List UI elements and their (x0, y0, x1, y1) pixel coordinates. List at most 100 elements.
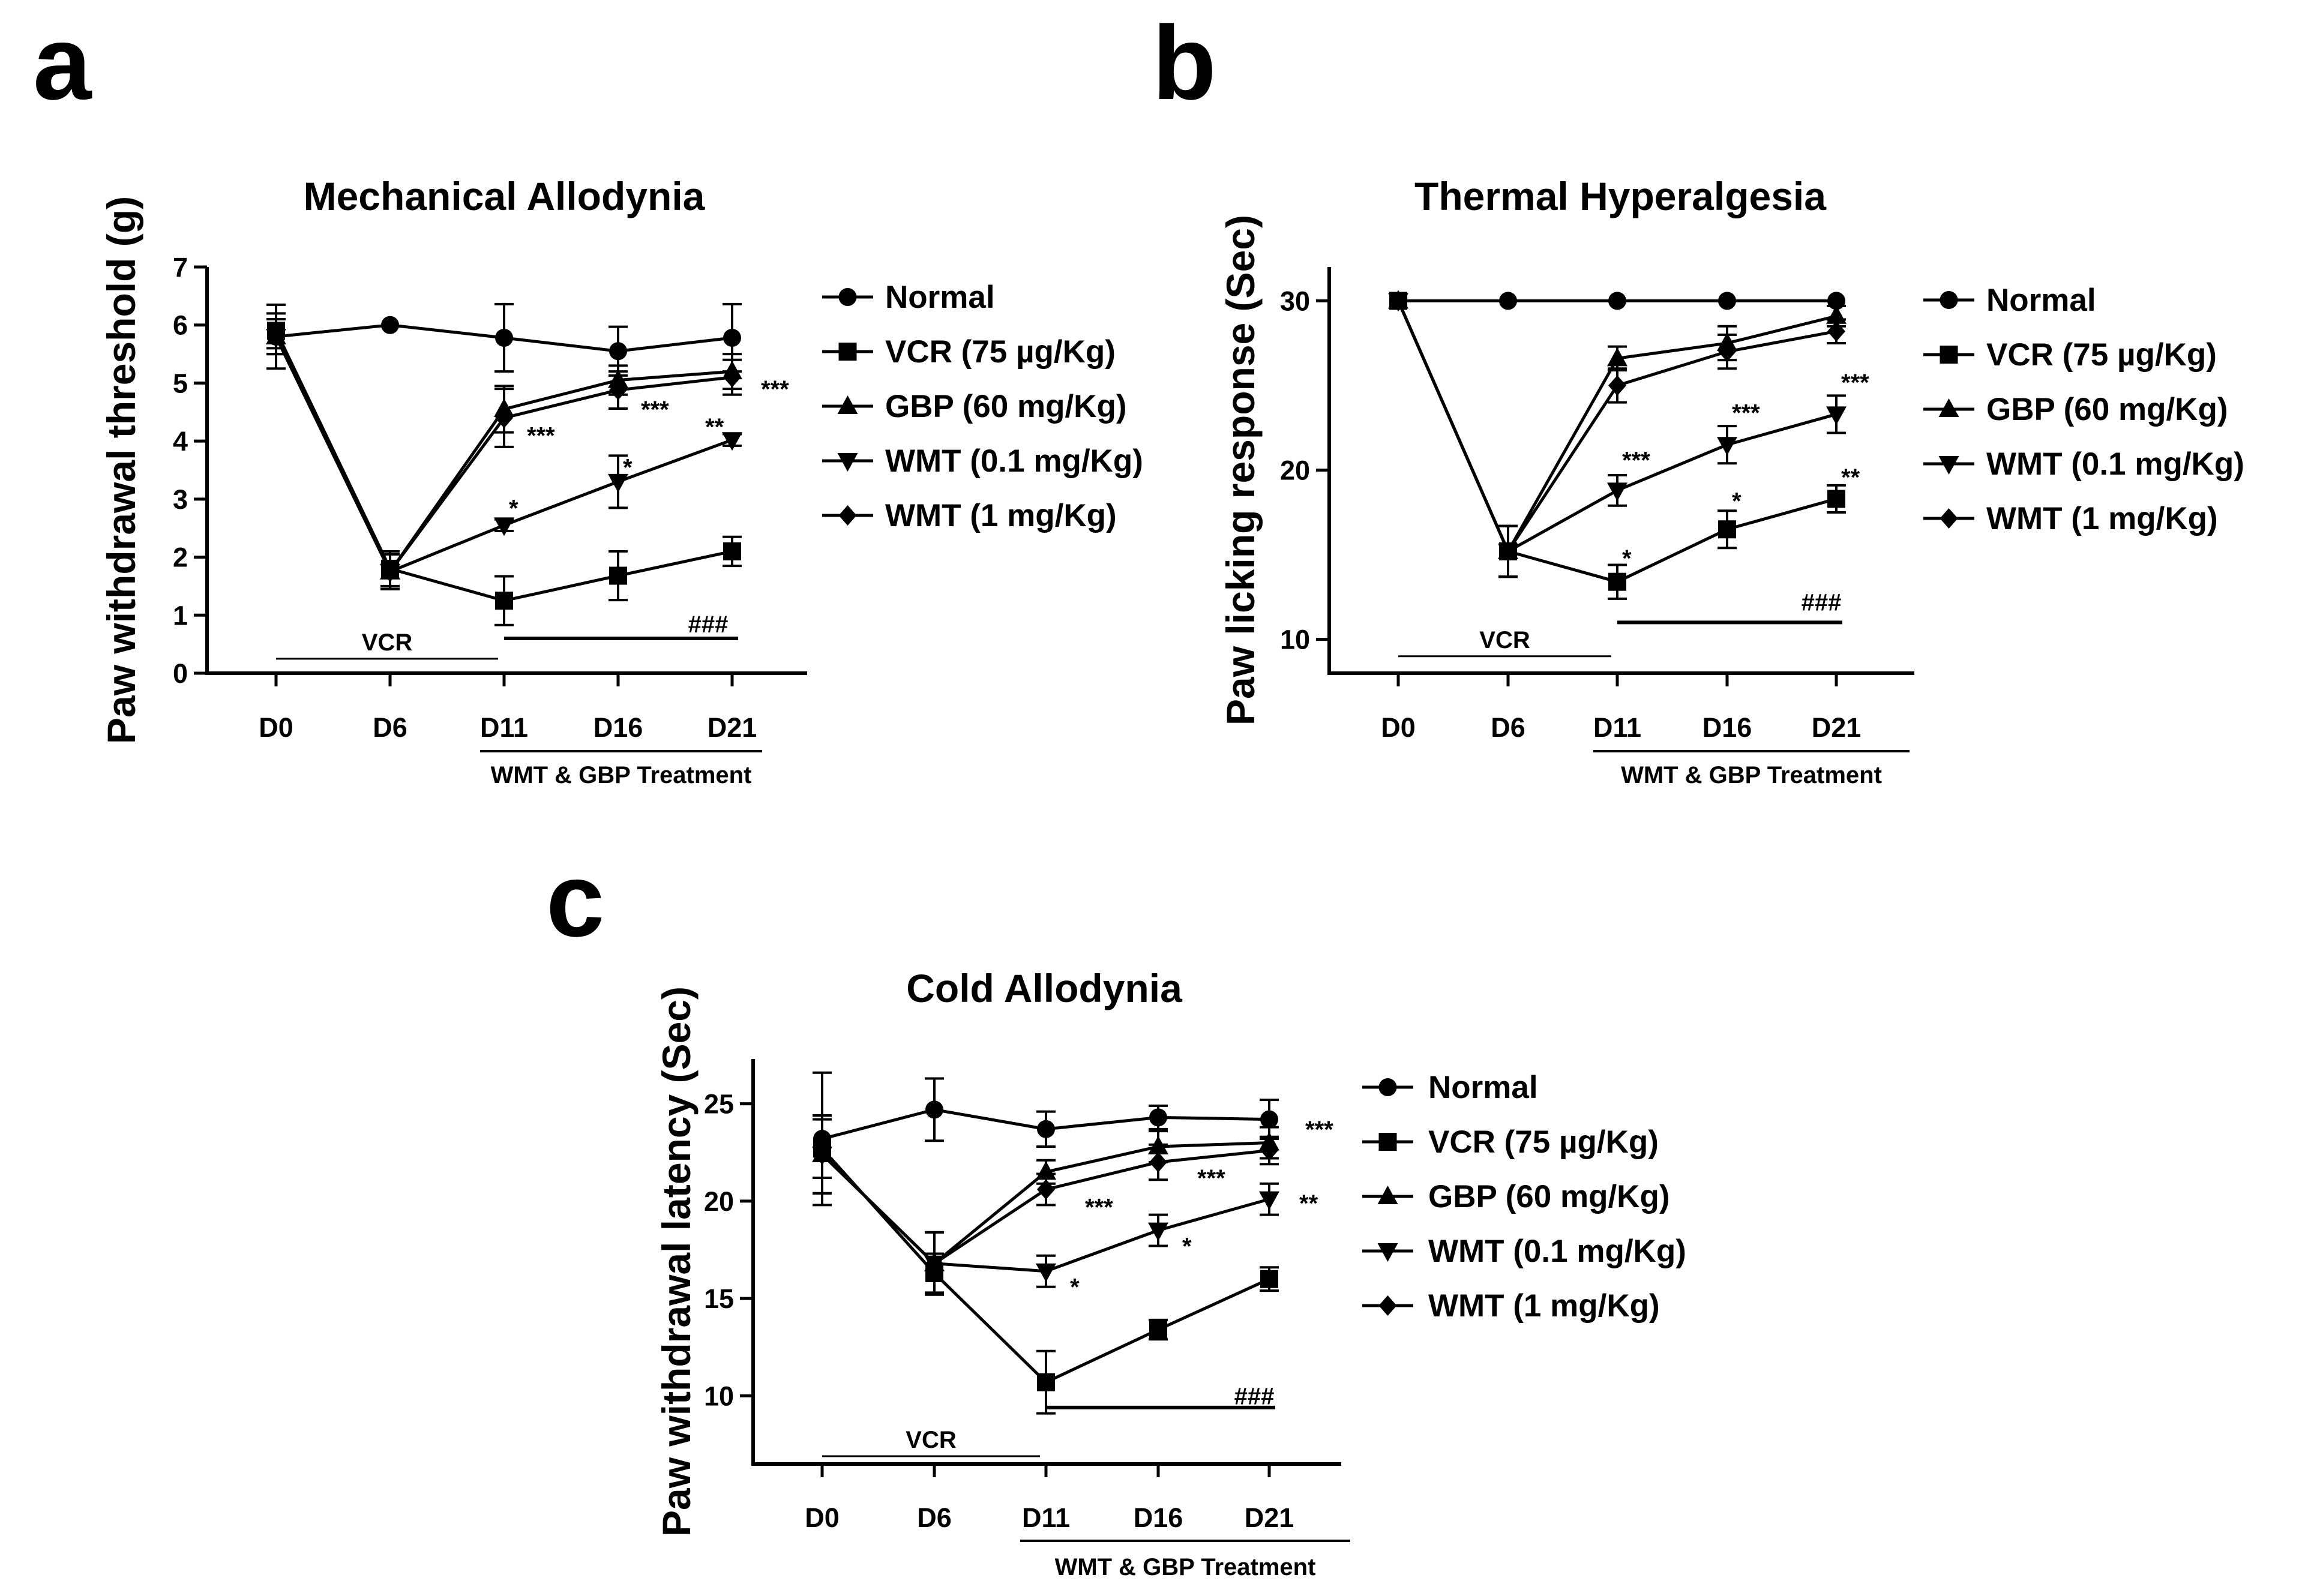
legend-marker (1378, 1133, 1397, 1151)
y-tick-label: 25 (704, 1089, 734, 1120)
series-4 (813, 1114, 1279, 1296)
data-point (1389, 290, 1407, 311)
x-tick-label: D11 (480, 712, 528, 743)
treatment-label: WMT & GBP Treatment (1055, 1554, 1316, 1580)
significance-label: *** (527, 422, 555, 449)
significance-label: * (1070, 1274, 1080, 1301)
legend-marker (838, 288, 857, 306)
y-tick-label: 10 (1280, 625, 1310, 655)
series-1 (1389, 292, 1846, 600)
legend-label: GBP (60 mg/Kg) (1986, 392, 2228, 427)
data-point (1037, 1373, 1055, 1391)
data-point (722, 432, 742, 451)
legend-label: WMT (0.1 mg/Kg) (1428, 1234, 1686, 1269)
x-tick-label: D6 (917, 1502, 952, 1533)
data-point (1260, 1140, 1278, 1161)
legend-marker (1938, 398, 1959, 417)
y-tick-label: 7 (173, 252, 188, 283)
legend-label: WMT (0.1 mg/Kg) (885, 443, 1143, 479)
x-tick-label: D21 (1812, 712, 1862, 743)
significance-label: *** (761, 376, 789, 403)
y-tick-label: 1 (173, 600, 188, 631)
panel-letter: c (546, 842, 604, 959)
data-point (609, 342, 627, 361)
significance-label: ### (688, 611, 729, 638)
data-point (1718, 341, 1736, 362)
legend-label: GBP (60 mg/Kg) (1428, 1179, 1669, 1214)
data-point (1608, 572, 1626, 591)
data-point (1718, 292, 1736, 310)
data-point (1149, 1151, 1167, 1172)
chart-panel-c: c Cold Allodynia Paw withdrawal latency (S… (546, 842, 1686, 1580)
significance-label: ### (1234, 1383, 1275, 1409)
legend-marker (1378, 1295, 1397, 1316)
data-point (925, 1100, 943, 1119)
significance-label: ** (1841, 464, 1860, 491)
data-point (1607, 482, 1627, 502)
legend-label: VCR (75 µg/Kg) (885, 334, 1116, 370)
data-point (1037, 1120, 1055, 1138)
series-0 (1389, 292, 1845, 310)
legend-label: WMT (0.1 mg/Kg) (1986, 446, 2244, 482)
series-4 (266, 318, 742, 590)
x-tick-label: D0 (259, 712, 293, 743)
data-point (1718, 520, 1736, 539)
data-point (495, 407, 513, 428)
y-tick-label: 2 (173, 542, 188, 573)
y-axis-label: Paw licking response (Sec) (1218, 215, 1263, 725)
y-tick-label: 30 (1280, 286, 1310, 316)
x-tick-label: D16 (594, 712, 643, 743)
data-point (1148, 1222, 1168, 1241)
data-point (1717, 437, 1737, 456)
series-4 (1389, 290, 1846, 578)
data-point (495, 328, 513, 347)
chart-title: Thermal Hyperalgesia (1414, 174, 1827, 218)
y-axis-label: Paw withdrawal latency (Sec) (654, 986, 699, 1537)
y-tick-label: 20 (1280, 455, 1310, 486)
legend-label: GBP (60 mg/Kg) (885, 389, 1126, 424)
data-point (723, 328, 741, 347)
data-point (813, 1144, 831, 1165)
legend-label: VCR (75 µg/Kg) (1986, 337, 2217, 373)
legend-marker (1377, 1186, 1398, 1204)
data-point (723, 367, 741, 388)
vcr-bar-label: VCR (906, 1427, 957, 1453)
data-point (1827, 490, 1845, 508)
y-tick-label: 20 (704, 1186, 734, 1217)
vcr-bar-label: VCR (1479, 627, 1530, 653)
data-point (267, 326, 285, 347)
data-point (1149, 1108, 1167, 1127)
legend-label: Normal (885, 280, 995, 315)
data-point (1608, 292, 1626, 310)
data-point (494, 517, 514, 536)
x-tick-label: D11 (1593, 712, 1641, 743)
data-point (1259, 1191, 1279, 1210)
significance-label: * (1732, 488, 1742, 514)
data-point (495, 592, 513, 610)
x-tick-label: D11 (1022, 1502, 1070, 1533)
data-point (608, 473, 628, 493)
significance-label: * (1182, 1234, 1192, 1260)
panel-letter: a (33, 5, 92, 122)
significance-label: *** (1305, 1117, 1333, 1143)
data-point (1037, 1179, 1055, 1200)
y-tick-label: 0 (173, 658, 188, 689)
data-point (1499, 292, 1517, 310)
legend: Normal VCR (75 µg/Kg) GBP (60 mg/Kg) WMT (0… (1362, 1070, 1686, 1324)
data-point (609, 380, 627, 401)
significance-label: * (1622, 545, 1632, 572)
significance-label: *** (1085, 1195, 1113, 1221)
data-point (1260, 1270, 1278, 1288)
legend-marker (1940, 508, 1958, 529)
data-point (609, 566, 627, 585)
y-tick-label: 3 (173, 484, 188, 515)
chart-title: Cold Allodynia (906, 966, 1183, 1010)
significance-label: ** (1299, 1190, 1318, 1217)
x-tick-label: D0 (805, 1502, 840, 1533)
legend-marker (1940, 346, 1958, 364)
series-0 (266, 302, 742, 377)
data-point (1499, 541, 1517, 562)
legend-label: VCR (75 µg/Kg) (1428, 1124, 1659, 1160)
significance-label: ### (1802, 590, 1842, 616)
